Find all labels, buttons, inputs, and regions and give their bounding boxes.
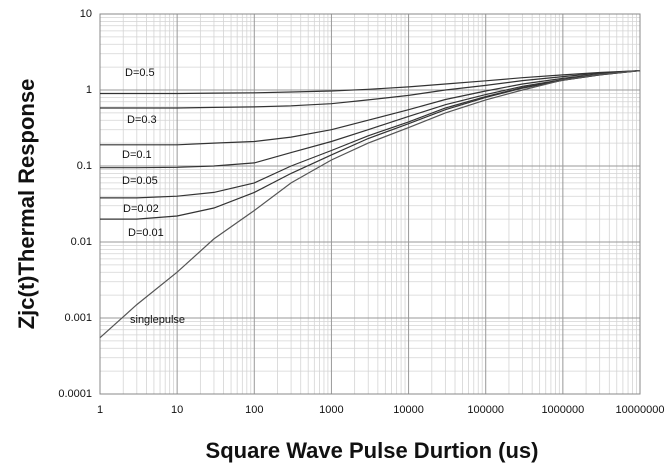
x-tick-label: 100	[245, 404, 263, 416]
series-label: D=0.5	[125, 67, 155, 79]
series-line	[100, 70, 641, 146]
series-line	[100, 70, 641, 109]
x-tick-label: 1000000	[541, 404, 584, 416]
x-tick-label: 1	[97, 404, 103, 416]
series-line	[99, 70, 641, 339]
x-tick-label: 10000000	[616, 404, 665, 416]
series-label: D=0.02	[123, 203, 159, 215]
series-line	[100, 70, 641, 169]
y-tick-label: 0.001	[64, 312, 92, 324]
series-label: D=0.3	[127, 114, 157, 126]
series-line	[100, 70, 641, 95]
y-tick-label: 0.1	[77, 160, 92, 172]
x-tick-label: 10	[171, 404, 183, 416]
series-label: D=0.05	[122, 175, 158, 187]
x-tick-label: 1000	[319, 404, 343, 416]
series-label: D=0.01	[128, 227, 164, 239]
series-label: singlepulse	[130, 314, 185, 326]
y-tick-label: 10	[80, 8, 92, 20]
x-tick-label: 10000	[393, 404, 424, 416]
y-tick-label: 1	[86, 84, 92, 96]
y-tick-label: 0.0001	[58, 388, 92, 400]
x-tick-label: 100000	[467, 404, 504, 416]
plot-frame	[99, 13, 641, 395]
x-axis-title: Square Wave Pulse Durtion (us)	[206, 438, 539, 463]
y-tick-label: 0.01	[71, 236, 92, 248]
series-label: D=0.1	[122, 149, 152, 161]
y-axis-title: Zjc(t)Thermal Response	[14, 79, 39, 330]
